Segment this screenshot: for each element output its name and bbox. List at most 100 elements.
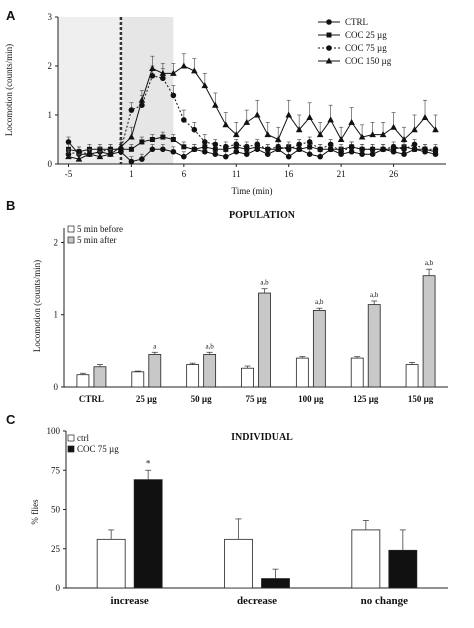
data-point [107, 150, 114, 157]
data-point [327, 116, 334, 123]
data-point [412, 146, 418, 152]
panel-b-letter: B [6, 198, 15, 213]
data-point [264, 151, 271, 157]
significance-label: a,b [260, 279, 269, 287]
data-point [243, 118, 251, 125]
category-label: CTRL [79, 394, 104, 404]
data-point [422, 146, 428, 153]
data-point [421, 113, 429, 120]
y-tick-label: 100 [47, 426, 61, 436]
data-point [191, 67, 198, 74]
data-point [202, 144, 208, 150]
data-point [338, 148, 344, 155]
panel-a-x-axis-label: Time (min) [232, 186, 273, 196]
panel-a: A Locomotion (counts/min) Time (min) 0 1 2… [4, 8, 446, 196]
bar-0-5 [350, 357, 364, 388]
data-point [139, 139, 145, 145]
legend-label-2: COC 75 µg [345, 43, 387, 53]
bar-1-1 [148, 354, 162, 388]
data-point [149, 146, 156, 153]
data-point [327, 141, 334, 148]
panel-b-y-axis-label: Locomotion (counts/min) [32, 260, 42, 352]
data-point [328, 146, 334, 152]
data-point [128, 133, 135, 140]
bar-0-2 [186, 364, 200, 388]
bar-0-2 [351, 529, 381, 589]
y-tick-label: 0 [54, 382, 59, 392]
data-point [380, 146, 386, 153]
bar-1-6 [422, 275, 436, 388]
legend-label-1: COC 25 µg [345, 30, 387, 40]
bar-0-6 [405, 364, 419, 388]
data-point [181, 117, 187, 123]
data-point [222, 153, 229, 160]
category-label: 100 µg [298, 394, 324, 404]
panel-a-legend: CTRL COC 25 µg COC 75 µg COC 150 µg [318, 17, 392, 66]
category-label: no change [361, 595, 408, 607]
bar-0-3 [241, 367, 254, 388]
significance-label: a,b [370, 291, 379, 299]
data-point [348, 148, 355, 155]
data-point [359, 146, 365, 153]
data-point [160, 146, 166, 153]
data-point [379, 131, 387, 138]
data-point [128, 107, 135, 113]
data-point [253, 111, 261, 118]
data-point [222, 144, 229, 150]
legend-label-3: COC 150 µg [345, 56, 392, 66]
data-point [307, 144, 313, 150]
panel-b: B POPULATION Locomotion (counts/min) 012… [6, 198, 448, 404]
data-point [274, 136, 282, 142]
legend-label-1: 5 min after [77, 235, 117, 245]
panel-a-x-tick-label: 21 [337, 169, 346, 179]
panel-c-letter: C [6, 412, 16, 427]
data-point [86, 150, 93, 157]
data-point [160, 75, 166, 82]
data-point [369, 146, 376, 153]
data-point [317, 146, 323, 153]
data-point [358, 133, 366, 140]
data-point [411, 141, 418, 148]
bar-1-2 [388, 549, 418, 589]
panel-b-title: POPULATION [229, 210, 296, 221]
data-point [96, 153, 104, 160]
data-point [254, 141, 261, 148]
panel-a-x-tick-label: 16 [284, 169, 294, 179]
panel-a-y-tick-label: 3 [48, 12, 53, 22]
category-label: 75 µg [246, 394, 267, 404]
y-tick-label: 0 [56, 583, 61, 593]
significance-label: a,b [315, 298, 324, 306]
data-point [160, 134, 166, 140]
panel-a-y-tick-label: 0 [48, 159, 53, 169]
bar-0-1 [224, 538, 253, 589]
data-point [149, 73, 156, 79]
panel-a-x-tick-label: -5 [65, 169, 73, 179]
data-point [76, 148, 82, 155]
panel-a-y-axis-label: Locomotion (counts/min) [4, 44, 14, 136]
y-tick-label: 2 [54, 237, 59, 247]
category-label: increase [111, 595, 149, 607]
panel-a-y-tick-label: 1 [48, 110, 53, 120]
legend-label-0: 5 min before [77, 224, 123, 234]
data-point [191, 126, 198, 133]
data-point [337, 136, 345, 142]
data-point [264, 131, 272, 138]
data-point [191, 146, 197, 152]
significance-label: a,b [205, 342, 214, 350]
category-label: decrease [237, 595, 277, 607]
data-point [306, 113, 313, 120]
data-point [170, 69, 177, 76]
data-point [128, 146, 134, 152]
data-point [222, 121, 230, 128]
data-point [317, 153, 323, 160]
series-3 [65, 53, 439, 162]
data-point [212, 141, 219, 148]
data-point [400, 136, 408, 142]
panel-a-letter: A [6, 8, 16, 23]
data-point [285, 111, 293, 118]
data-point [232, 131, 240, 138]
data-point [75, 155, 83, 162]
